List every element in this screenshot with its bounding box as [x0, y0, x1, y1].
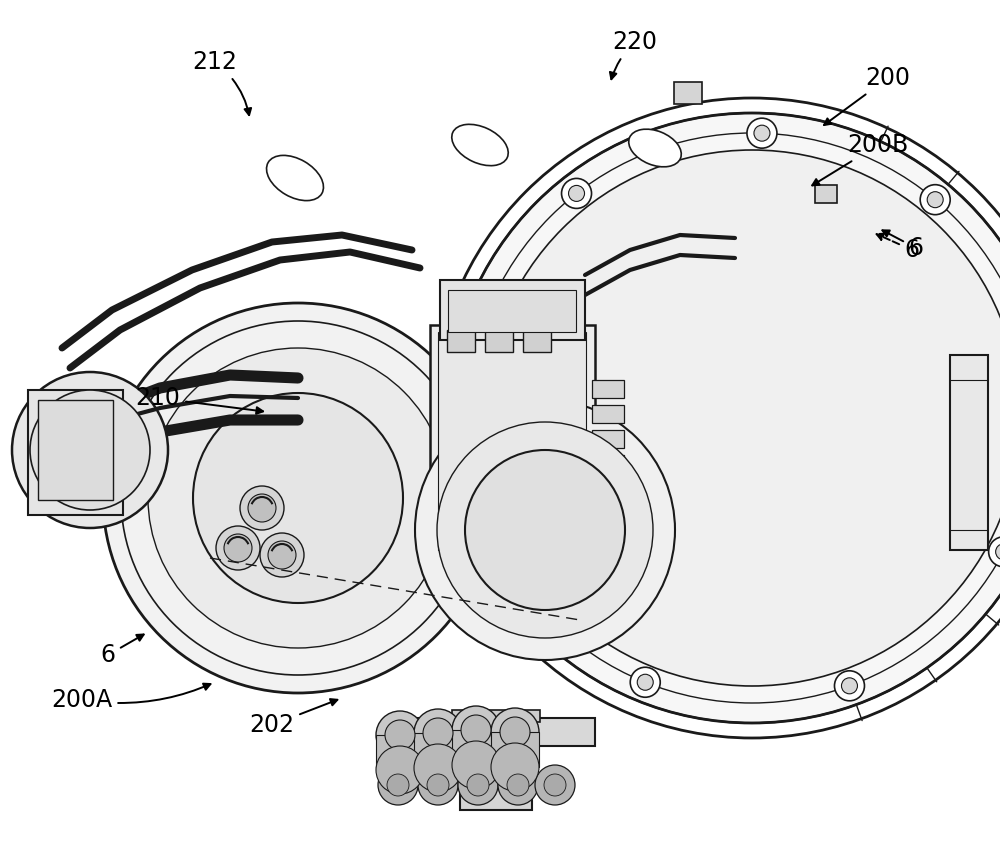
FancyBboxPatch shape: [592, 430, 624, 448]
FancyBboxPatch shape: [430, 325, 595, 560]
Circle shape: [458, 344, 488, 374]
Circle shape: [485, 537, 515, 567]
Circle shape: [376, 711, 424, 759]
Circle shape: [268, 541, 296, 569]
Circle shape: [452, 706, 500, 754]
Circle shape: [248, 494, 276, 522]
FancyBboxPatch shape: [674, 82, 702, 104]
Circle shape: [378, 765, 418, 805]
Ellipse shape: [267, 156, 323, 200]
FancyBboxPatch shape: [38, 400, 113, 500]
Circle shape: [423, 718, 453, 748]
Text: 202: 202: [250, 699, 337, 737]
Text: 200: 200: [824, 66, 910, 125]
Circle shape: [491, 708, 539, 756]
FancyBboxPatch shape: [28, 390, 123, 515]
Circle shape: [484, 150, 1000, 686]
FancyBboxPatch shape: [592, 505, 624, 523]
FancyBboxPatch shape: [815, 185, 837, 203]
Circle shape: [535, 765, 575, 805]
Circle shape: [834, 671, 864, 701]
Circle shape: [500, 717, 530, 747]
Circle shape: [630, 667, 660, 697]
Text: 200A: 200A: [51, 684, 210, 712]
Circle shape: [452, 741, 500, 789]
Circle shape: [224, 534, 252, 562]
Circle shape: [747, 118, 777, 148]
Circle shape: [193, 393, 403, 603]
Circle shape: [148, 348, 448, 648]
Circle shape: [841, 678, 857, 694]
Circle shape: [467, 774, 489, 796]
Circle shape: [569, 186, 585, 201]
Circle shape: [240, 486, 284, 530]
Circle shape: [920, 185, 950, 215]
FancyBboxPatch shape: [592, 455, 624, 473]
Circle shape: [996, 544, 1000, 560]
Circle shape: [414, 709, 462, 757]
Circle shape: [544, 774, 566, 796]
Circle shape: [260, 533, 304, 577]
Circle shape: [376, 746, 424, 794]
Circle shape: [491, 743, 539, 791]
FancyBboxPatch shape: [460, 745, 532, 810]
Text: 6: 6: [882, 230, 924, 260]
FancyBboxPatch shape: [440, 280, 585, 340]
Circle shape: [12, 372, 168, 528]
FancyBboxPatch shape: [485, 330, 513, 352]
Circle shape: [415, 400, 675, 660]
FancyBboxPatch shape: [452, 730, 500, 765]
Text: 212: 212: [193, 50, 251, 115]
FancyBboxPatch shape: [950, 355, 988, 550]
FancyBboxPatch shape: [447, 330, 475, 352]
Circle shape: [465, 351, 481, 366]
FancyBboxPatch shape: [491, 732, 539, 767]
Circle shape: [754, 126, 770, 141]
Text: 6: 6: [100, 635, 144, 667]
FancyBboxPatch shape: [592, 480, 624, 498]
Text: 200B: 200B: [812, 133, 909, 186]
Circle shape: [414, 744, 462, 792]
Circle shape: [387, 774, 409, 796]
Circle shape: [507, 774, 529, 796]
Circle shape: [437, 422, 653, 638]
Circle shape: [492, 544, 508, 560]
Circle shape: [427, 774, 449, 796]
Ellipse shape: [629, 129, 681, 167]
Circle shape: [103, 303, 493, 693]
FancyBboxPatch shape: [438, 332, 586, 550]
Circle shape: [498, 765, 538, 805]
FancyBboxPatch shape: [376, 735, 424, 770]
Circle shape: [216, 526, 260, 570]
Circle shape: [447, 113, 1000, 723]
Circle shape: [385, 720, 415, 750]
FancyBboxPatch shape: [385, 718, 595, 746]
FancyBboxPatch shape: [523, 330, 551, 352]
Circle shape: [461, 715, 491, 745]
Text: 220: 220: [610, 30, 658, 79]
Circle shape: [562, 178, 592, 208]
Circle shape: [418, 765, 458, 805]
Circle shape: [465, 450, 625, 610]
Circle shape: [30, 390, 150, 510]
FancyBboxPatch shape: [452, 710, 540, 722]
Text: 6: 6: [877, 234, 920, 262]
Text: 210: 210: [136, 386, 263, 414]
Ellipse shape: [452, 125, 508, 166]
FancyBboxPatch shape: [448, 290, 576, 332]
FancyBboxPatch shape: [414, 733, 462, 768]
Circle shape: [989, 537, 1000, 567]
Circle shape: [458, 765, 498, 805]
Circle shape: [927, 192, 943, 207]
FancyBboxPatch shape: [592, 405, 624, 423]
Circle shape: [637, 674, 653, 691]
FancyBboxPatch shape: [592, 380, 624, 398]
